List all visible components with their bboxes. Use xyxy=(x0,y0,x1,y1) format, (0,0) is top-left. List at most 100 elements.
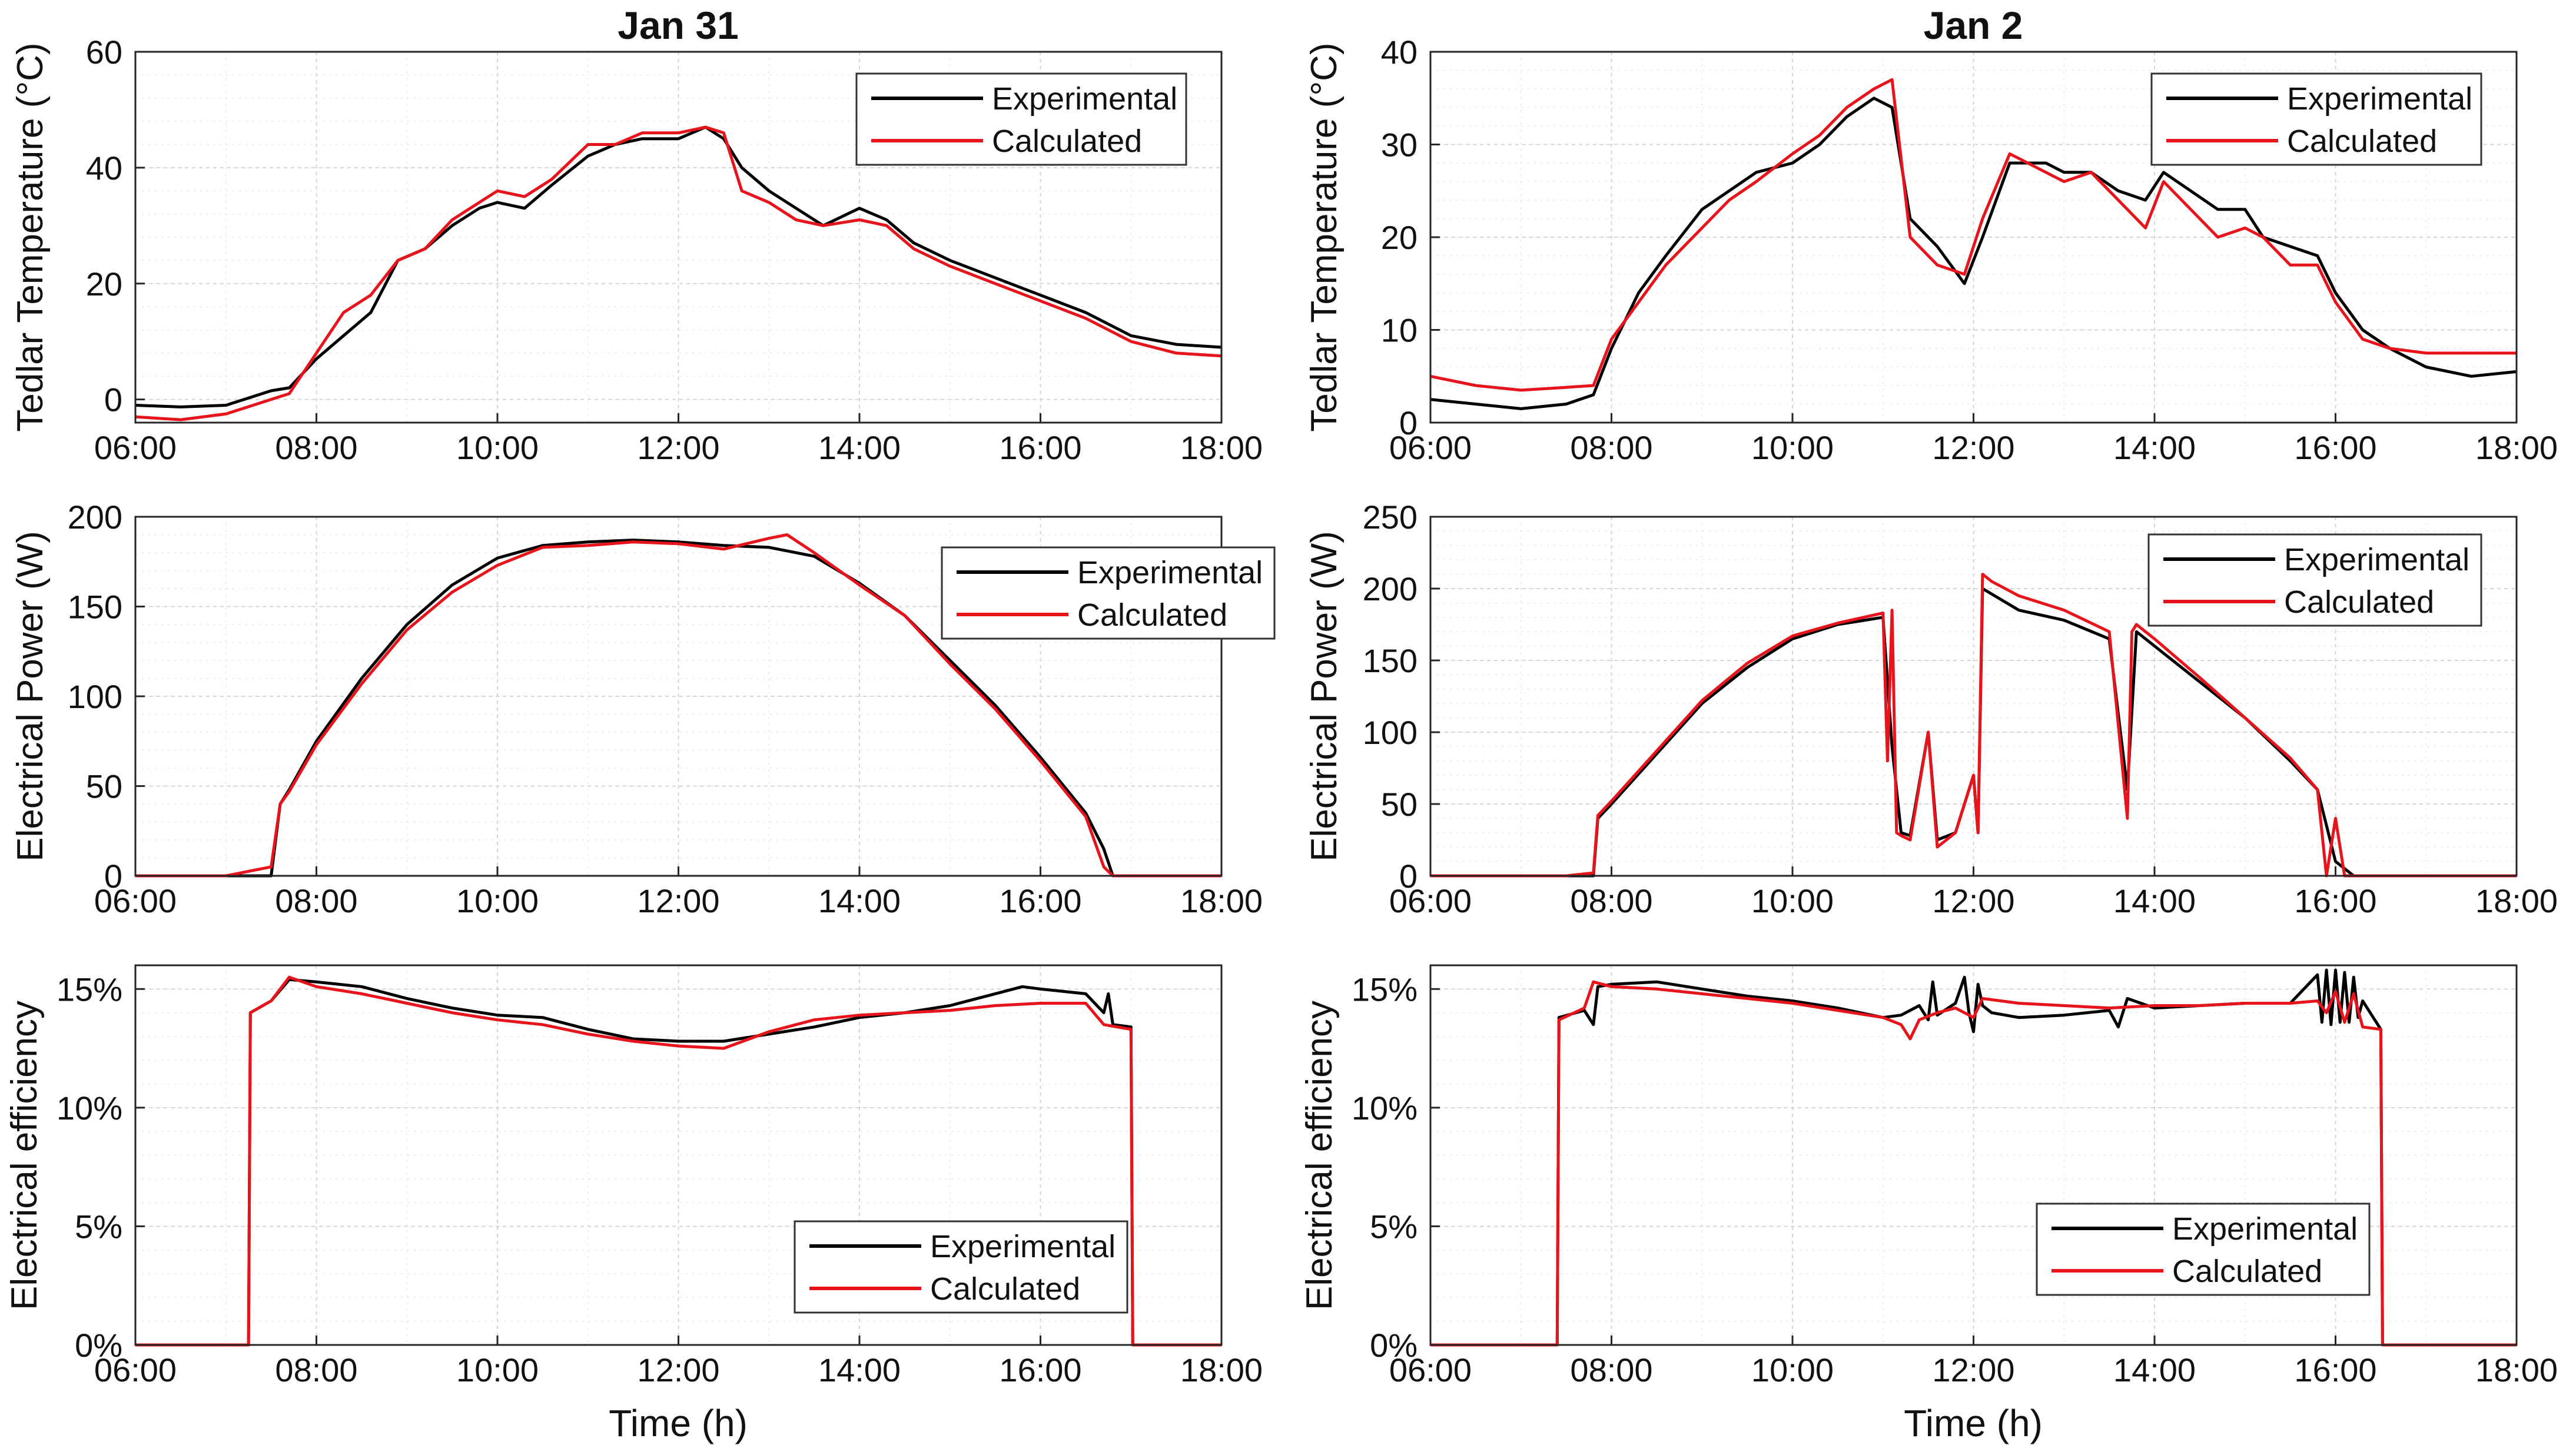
panel-title: Jan 2 xyxy=(1924,4,2023,47)
x-tick-label: 18:00 xyxy=(2475,429,2558,466)
x-tick-label: 12:00 xyxy=(1932,429,2014,466)
series-line-experimental xyxy=(135,125,1222,408)
x-tick-label: 14:00 xyxy=(2113,1351,2196,1388)
x-tick-label: 08:00 xyxy=(275,429,357,466)
x-tick-label: 18:00 xyxy=(1180,1351,1263,1388)
y-tick-label: 20 xyxy=(86,265,122,303)
y-tick-label: 0 xyxy=(1399,404,1418,441)
y-tick-label: 30 xyxy=(1381,127,1418,164)
legend-box xyxy=(794,1220,1128,1314)
panel-title: Jan 31 xyxy=(618,4,738,47)
y-tick-label: 60 xyxy=(86,34,122,71)
x-tick-label: 08:00 xyxy=(1570,429,1652,466)
x-tick-label: 14:00 xyxy=(818,882,901,919)
y-tick-label: 5% xyxy=(75,1208,122,1245)
x-tick-label: 06:00 xyxy=(94,1351,177,1388)
y-axis-label: Electrical efficiency xyxy=(4,1001,45,1310)
series-line-calculated xyxy=(135,125,1222,421)
x-tick-label: 16:00 xyxy=(999,429,1081,466)
y-tick-label: 5% xyxy=(1370,1208,1418,1245)
panel-power-jan31: Electrical Power (W) 06:00 08:00 10:00 12:0… xyxy=(10,499,1276,919)
legend-box xyxy=(2150,72,2482,166)
y-tick-label: 0% xyxy=(1370,1327,1418,1364)
legend-box xyxy=(855,72,1187,166)
legend-box xyxy=(2036,1202,2371,1296)
y-axis-label: Electrical Power (W) xyxy=(1304,531,1345,862)
x-tick-label: 16:00 xyxy=(2294,882,2376,919)
y-tick-label: 0 xyxy=(104,858,122,895)
x-tick-label: 16:00 xyxy=(999,882,1081,919)
legend-label-calculated: Calculated xyxy=(2287,124,2437,159)
legend-label-experimental: Experimental xyxy=(2284,542,2469,577)
legend: Experimental Calculated xyxy=(941,546,1276,640)
legend-label-experimental: Experimental xyxy=(2172,1211,2358,1247)
y-tick-label: 100 xyxy=(68,678,122,715)
x-tick-label: 12:00 xyxy=(1932,882,2014,919)
x-tick-label: 10:00 xyxy=(456,1351,539,1388)
x-tick-label: 18:00 xyxy=(2475,882,2558,919)
legend: Experimental Calculated xyxy=(2036,1202,2371,1296)
x-tick-label: 10:00 xyxy=(1751,882,1834,919)
legend-label-calculated: Calculated xyxy=(2284,584,2434,620)
x-tick-label: 12:00 xyxy=(637,429,719,466)
y-axis-label: Tedlar Temperature (°C) xyxy=(10,42,51,431)
x-tick-label: 08:00 xyxy=(275,882,357,919)
series-line-calculated xyxy=(135,975,1221,1347)
x-tick-label: 14:00 xyxy=(2113,882,2196,919)
y-tick-label: 0 xyxy=(1399,858,1418,895)
legend-label-calculated: Calculated xyxy=(2172,1254,2322,1289)
y-tick-label: 0% xyxy=(75,1327,122,1364)
x-tick-label: 06:00 xyxy=(1389,1351,1472,1388)
x-tick-label: 10:00 xyxy=(456,429,539,466)
y-tick-label: 15% xyxy=(57,971,122,1008)
legend-label-experimental: Experimental xyxy=(1077,555,1263,590)
x-tick-label: 08:00 xyxy=(275,1351,357,1388)
x-tick-label: 12:00 xyxy=(637,882,719,919)
legend-label-calculated: Calculated xyxy=(1077,597,1227,633)
x-tick-label: 06:00 xyxy=(1389,429,1472,466)
panel-efficiency-jan31: Electrical efficiency Time (h) 06:00 08:0… xyxy=(4,964,1263,1444)
x-tick-label: 12:00 xyxy=(1932,1351,2014,1388)
y-tick-label: 50 xyxy=(86,768,122,805)
legend-box xyxy=(941,546,1276,640)
y-tick-label: 10% xyxy=(57,1089,122,1127)
x-tick-label: 18:00 xyxy=(1180,429,1263,466)
y-tick-label: 150 xyxy=(1363,642,1418,679)
series-line-calculated xyxy=(1430,78,2517,392)
x-tick-label: 10:00 xyxy=(456,882,539,919)
legend: Experimental Calculated xyxy=(794,1220,1128,1314)
y-tick-label: 250 xyxy=(1363,499,1418,536)
x-tick-label: 06:00 xyxy=(94,882,177,919)
y-tick-label: 40 xyxy=(86,150,122,187)
legend-label-experimental: Experimental xyxy=(930,1229,1116,1264)
x-tick-label: 14:00 xyxy=(818,1351,901,1388)
y-tick-label: 50 xyxy=(1381,786,1418,823)
legend-label-calculated: Calculated xyxy=(930,1271,1080,1307)
panel-efficiency-jan2: Electrical efficiency Time (h) 06:00 08:0… xyxy=(1299,964,2558,1444)
x-tick-label: 16:00 xyxy=(2294,429,2376,466)
series-line-calculated xyxy=(1430,573,2517,878)
x-axis-label: Time (h) xyxy=(609,1402,748,1444)
y-tick-label: 10% xyxy=(1352,1089,1418,1127)
y-tick-label: 10 xyxy=(1381,312,1418,349)
y-axis-label: Electrical Power (W) xyxy=(10,531,51,862)
x-tick-label: 06:00 xyxy=(94,429,177,466)
x-tick-label: 10:00 xyxy=(1751,429,1834,466)
y-axis-label: Electrical efficiency xyxy=(1299,1001,1340,1310)
y-tick-label: 20 xyxy=(1381,219,1418,256)
panel-power-jan2: Electrical Power (W) 06:00 08:00 10:00 12:0… xyxy=(1304,499,2558,919)
x-tick-label: 06:00 xyxy=(1389,882,1472,919)
legend-label-experimental: Experimental xyxy=(992,81,1177,117)
x-tick-label: 16:00 xyxy=(999,1351,1081,1388)
x-tick-label: 12:00 xyxy=(637,1351,719,1388)
panel-temp-jan2: Jan 2 Tedlar Temperature (°C) 06:00 08:00… xyxy=(1304,4,2558,466)
y-tick-label: 0 xyxy=(104,381,122,418)
y-tick-label: 150 xyxy=(68,589,122,626)
legend-label-experimental: Experimental xyxy=(2287,81,2472,117)
series-line-experimental xyxy=(135,978,1221,1347)
x-tick-label: 14:00 xyxy=(818,429,901,466)
panel-temp-jan31: Jan 31 Tedlar Temperature (°C) 06:00 08:0… xyxy=(10,4,1263,466)
legend: Experimental Calculated xyxy=(855,72,1187,166)
x-tick-label: 18:00 xyxy=(1180,882,1263,919)
